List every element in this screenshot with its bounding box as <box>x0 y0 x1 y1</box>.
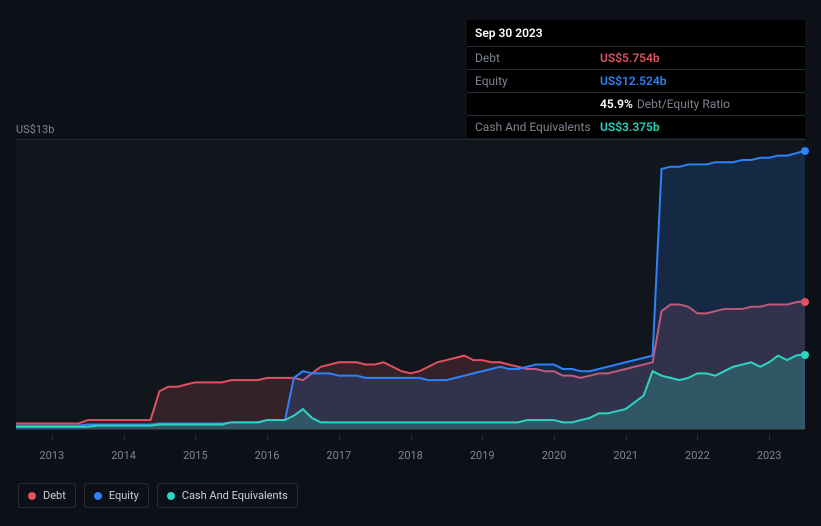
legend-dot-icon <box>28 492 36 500</box>
x-tick-label: 2018 <box>398 449 423 462</box>
x-tick-label: 2017 <box>326 449 351 462</box>
chart-tooltip: Sep 30 2023 Debt US$5.754b Equity US$12.… <box>467 20 805 138</box>
legend-item-debt[interactable]: Debt <box>18 483 76 508</box>
tooltip-row-equity: Equity US$12.524b <box>467 70 805 93</box>
legend-item-equity[interactable]: Equity <box>84 483 149 508</box>
tooltip-value: US$3.375b <box>600 120 660 134</box>
chart-legend: Debt Equity Cash And Equivalents <box>18 483 298 508</box>
legend-label: Cash And Equivalents <box>182 489 288 502</box>
chart-area[interactable]: US$13b US$0 2013201420152016201720182019… <box>16 125 805 470</box>
chart-svg <box>16 140 805 429</box>
y-axis-top-label: US$13b <box>16 123 54 136</box>
tooltip-date: Sep 30 2023 <box>467 20 805 47</box>
tooltip-row-debt: Debt US$5.754b <box>467 47 805 70</box>
tooltip-label: Cash And Equivalents <box>475 120 600 134</box>
legend-item-cash[interactable]: Cash And Equivalents <box>157 483 298 508</box>
tooltip-label <box>475 97 600 111</box>
legend-label: Debt <box>43 489 66 502</box>
x-tick-label: 2013 <box>39 449 64 462</box>
tooltip-label: Debt <box>475 51 600 65</box>
tooltip-value: US$12.524b <box>600 74 667 88</box>
x-axis: 2013201420152016201720182019202020212022… <box>16 435 805 455</box>
x-tick-label: 2022 <box>685 449 710 462</box>
tooltip-value: US$5.754b <box>600 51 660 65</box>
x-tick-label: 2014 <box>111 449 136 462</box>
tooltip-value: 45.9% Debt/Equity Ratio <box>600 97 730 111</box>
legend-dot-icon <box>167 492 175 500</box>
tooltip-row-ratio: 45.9% Debt/Equity Ratio <box>467 93 805 116</box>
x-tick-label: 2021 <box>613 449 638 462</box>
tooltip-label: Equity <box>475 74 600 88</box>
ratio-value: 45.9% <box>600 97 633 111</box>
series-endpoint-dot <box>801 351 809 359</box>
plot-region[interactable] <box>16 139 805 430</box>
legend-label: Equity <box>109 489 139 502</box>
x-tick-label: 2015 <box>183 449 208 462</box>
series-endpoint-dot <box>801 147 809 155</box>
x-tick-label: 2020 <box>542 449 567 462</box>
x-tick-label: 2023 <box>757 449 782 462</box>
tooltip-row-cash: Cash And Equivalents US$3.375b <box>467 116 805 138</box>
series-endpoint-dot <box>801 298 809 306</box>
x-tick-label: 2019 <box>470 449 495 462</box>
x-tick-label: 2016 <box>255 449 280 462</box>
ratio-label: Debt/Equity Ratio <box>637 97 730 111</box>
legend-dot-icon <box>94 492 102 500</box>
